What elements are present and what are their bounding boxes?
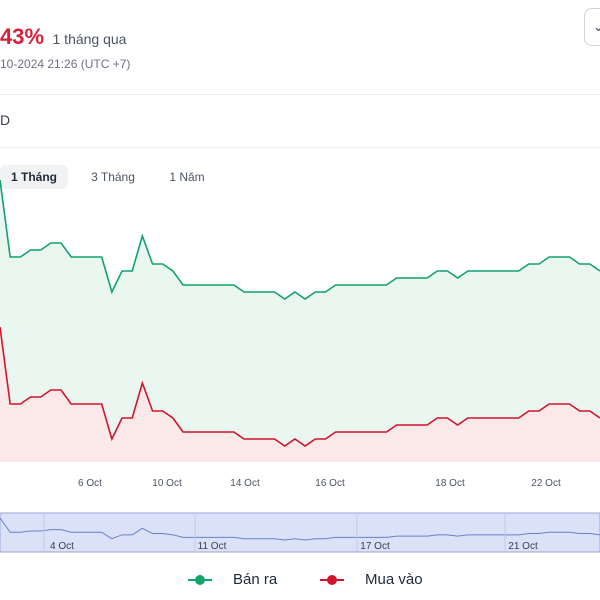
x-tick-label: 10 Oct [152,478,182,489]
sell-area [0,180,600,462]
change-percent: 43% [0,24,45,49]
navigator-tick-label: 4 Oct [50,541,74,552]
tab-1-year[interactable]: 1 Năm [169,170,205,184]
unit-label: D [0,112,11,128]
navigator-tick-label: 21 Oct [508,541,538,552]
navigator-tick-label: 17 Oct [360,541,390,552]
tab-3-months[interactable]: 3 Tháng [91,170,135,184]
chevron-down-icon: ⌄ [593,19,600,34]
price-change: 43% 1 tháng qua [0,24,126,50]
chart-legend: Bán ra Mua vào [0,568,600,592]
legend-item-buy[interactable]: Mua vào [320,568,423,592]
series-line-buy [0,326,600,447]
navigator-line [0,517,600,541]
x-tick-label: 18 Oct [435,478,465,489]
legend-buy-label: Mua vào [365,571,423,588]
divider [0,94,600,95]
update-timestamp: 10-2024 21:26 (UTC +7) [0,57,131,71]
legend-buy-marker [320,575,344,585]
x-tick-label: 16 Oct [315,478,345,489]
tab-1-month[interactable]: 1 Tháng [0,165,68,189]
legend-sell-marker [188,575,212,585]
x-tick-label: 14 Oct [230,478,260,489]
divider [0,147,600,148]
buy-area [0,327,600,462]
series-line-sell [0,179,600,300]
dropdown-button[interactable]: ⌄ [584,8,600,46]
x-tick-label: 22 Oct [531,478,561,489]
x-tick-label: 6 Oct [78,478,102,489]
legend-sell-label: Bán ra [233,571,278,588]
legend-item-sell[interactable]: Bán ra [188,568,277,592]
navigator-tick-label: 11 Oct [198,541,227,552]
change-period: 1 tháng qua [52,31,127,47]
